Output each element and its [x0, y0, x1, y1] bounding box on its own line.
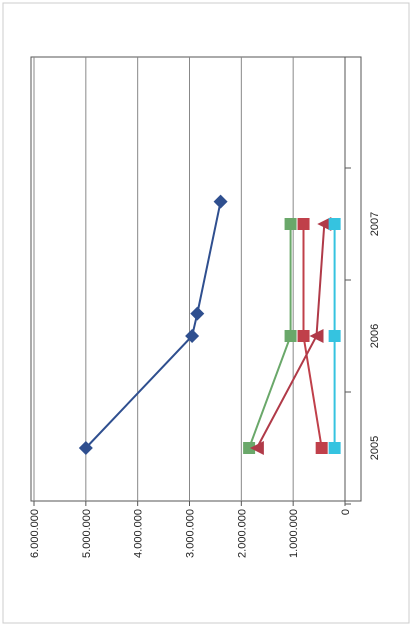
data-point [297, 218, 310, 230]
data-point [284, 330, 297, 342]
category-tick-label: 2006 [369, 324, 381, 348]
series-line [85, 201, 222, 449]
gridlines [33, 57, 294, 501]
category-tick-label: 2005 [369, 436, 381, 460]
plot-area [30, 56, 362, 502]
data-point [317, 217, 332, 231]
value-tick-label: 3.000.000 [185, 509, 197, 558]
axes [33, 57, 351, 506]
data-point [328, 442, 341, 454]
data-point [243, 442, 256, 454]
value-tick-label: 4.000.000 [133, 509, 145, 558]
value-tick-label: 1.000.000 [288, 509, 300, 558]
data-point [284, 218, 297, 230]
data-markers [78, 194, 341, 455]
data-point [309, 329, 324, 343]
tick-labels: 0 1.000.000 2.000.000 3.000.000 4.000.000 5.0… [29, 212, 381, 558]
scan-page-edge [2, 2, 410, 624]
category-tick-label: 2007 [369, 212, 381, 236]
data-point [190, 306, 205, 321]
data-point [185, 329, 200, 343]
data-point [328, 218, 341, 230]
value-tick-label: 5.000.000 [81, 509, 93, 558]
data-point [328, 330, 341, 342]
data-point [78, 441, 93, 455]
value-tick-label: 6.000.000 [29, 509, 41, 558]
value-tick-label: 2.000.000 [236, 509, 248, 558]
data-point [249, 441, 264, 455]
data-point [297, 330, 310, 342]
data-point [213, 194, 228, 209]
data-point [315, 442, 328, 454]
value-tick-label: 0 [340, 509, 352, 515]
